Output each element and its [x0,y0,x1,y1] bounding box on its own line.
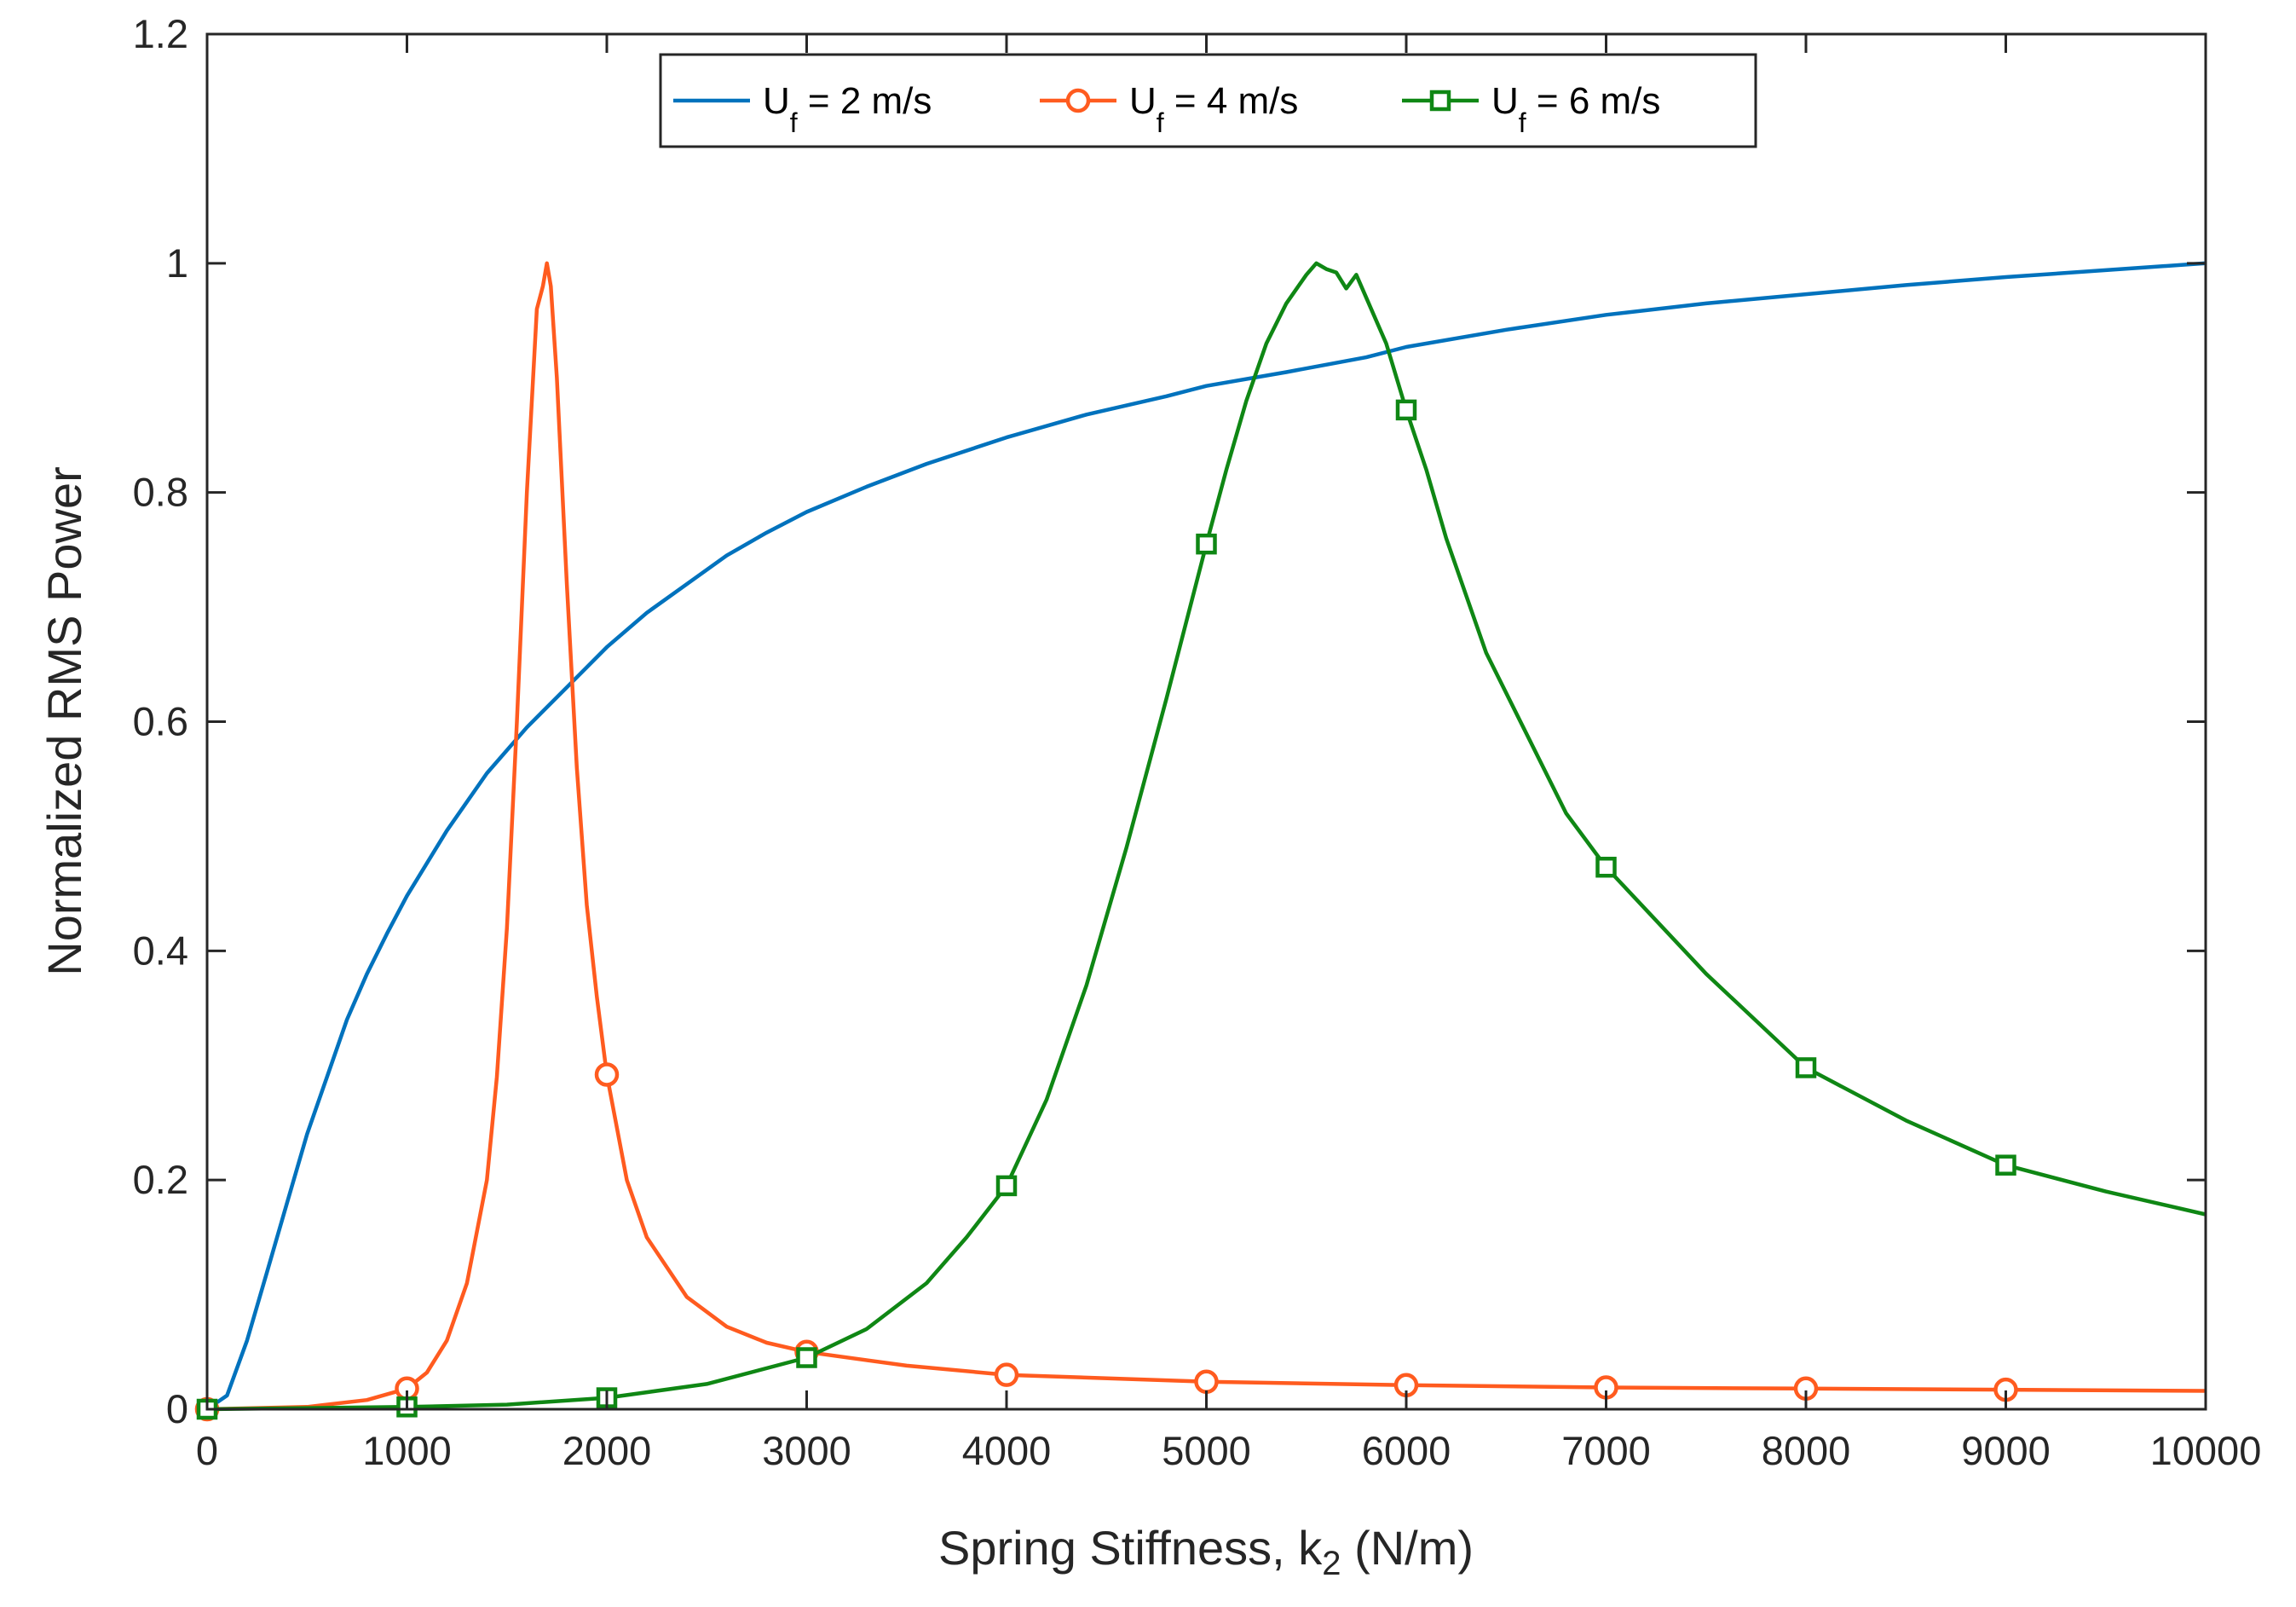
legend-entry-3: Uf = 6 m/s [1402,80,1660,138]
series-3-marker [1795,1057,1817,1078]
legend-swatch-marker [1429,90,1451,112]
series-1-line [205,261,2207,1411]
y-tick-label: 0.2 [133,1157,188,1202]
series-2-marker [1194,1369,1219,1394]
legend-label: Uf = 2 m/s [763,80,932,138]
series-3-marker [1196,533,1217,555]
legend-swatch-marker [1065,88,1091,113]
y-axis-title: Normalized RMS Power [37,466,91,976]
x-tick-label: 5000 [1162,1428,1251,1473]
plot-area [207,34,2206,1409]
series-3-marker [1395,399,1417,421]
series-3-marker [995,1175,1018,1197]
y-tick-label: 1 [166,240,188,286]
x-tick-label: 3000 [762,1428,851,1473]
series-2-marker [594,1062,620,1087]
x-tick-label: 2000 [562,1428,652,1473]
x-axis-title: Spring Stiffness, k2 (N/m) [938,1521,1474,1582]
series-3-marker [1595,856,1617,878]
legend-entry-2: Uf = 4 m/s [1040,80,1298,138]
series-1 [205,261,2207,1411]
y-tick-label: 0 [166,1386,188,1431]
x-tick-label: 1000 [362,1428,452,1473]
x-tick-label: 6000 [1362,1428,1451,1473]
x-tick-label: 10000 [2150,1428,2262,1473]
x-tick-label: 8000 [1762,1428,1851,1473]
legend-label: Uf = 4 m/s [1129,80,1298,138]
x-tick-label: 7000 [1561,1428,1651,1473]
y-tick-label: 0.6 [133,699,188,744]
axes-layer: 0 1000 2000 3000 4000 5000 6000 7000 8000 9000 100… [133,11,2262,1473]
x-tick-label: 9000 [1961,1428,2051,1473]
legend-label: Uf = 6 m/s [1491,80,1660,138]
series-2-line [206,261,2207,1412]
y-tick-label: 0.8 [133,470,188,515]
y-tick-label: 0.4 [133,928,188,973]
series-2-marker [994,1362,1019,1387]
x-tick-label: 0 [196,1428,218,1473]
legend-box [659,53,1757,148]
x-tick-label: 4000 [962,1428,1052,1473]
series-3-marker [1995,1154,2016,1176]
y-tick-label: 1.2 [133,11,188,56]
series-3-line [206,261,2207,1412]
series-3-marker [796,1347,817,1368]
legend: Uf = 2 m/s Uf = 4 m/s Uf = 6 m/s [659,53,1757,148]
legend-entry-1: Uf = 2 m/s [673,80,932,138]
